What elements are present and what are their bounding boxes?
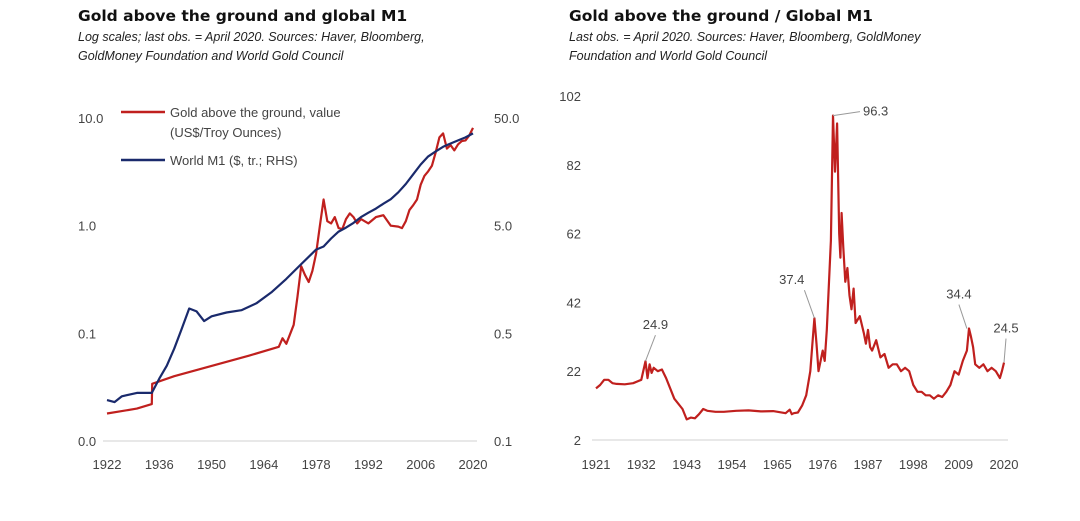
annotation-leader-line	[832, 111, 861, 117]
annotation-leader-line	[958, 304, 968, 329]
world-m1-series-line	[106, 132, 474, 404]
left-subtitle-line-1: Log scales; last obs. = April 2020. Sour…	[78, 30, 425, 44]
right-chart-x-tick-label: 1965	[763, 457, 792, 472]
left-x-tick-label: 1964	[249, 457, 278, 472]
legend-gold-label: Gold above the ground, value	[170, 105, 341, 120]
annotation-leader-line	[1003, 338, 1007, 363]
right-y-tick-label: 50.0	[494, 111, 519, 126]
right-chart-y-tick-label: 62	[567, 227, 581, 242]
left-chart-panel: Gold above the ground and global M1 Log …	[78, 7, 519, 472]
right-chart-y-tick-label: 102	[559, 89, 581, 104]
right-chart-x-tick-label: 1954	[718, 457, 747, 472]
gold-value-series-line	[106, 127, 474, 415]
right-y-tick-label: 5.0	[494, 219, 512, 234]
left-x-tick-label: 1992	[354, 457, 383, 472]
right-chart-x-tick-label: 1998	[899, 457, 928, 472]
right-chart-y-tick-label: 22	[567, 364, 581, 379]
left-subtitle-line-2: GoldMoney Foundation and World Gold Coun…	[78, 49, 344, 63]
right-y-tick-label: 0.5	[494, 326, 512, 341]
left-x-tick-label: 1950	[197, 457, 226, 472]
right-subtitle-line-2: Foundation and World Gold Council	[569, 49, 768, 63]
ratio-series-line	[595, 114, 1006, 421]
annotation-leader-line	[644, 335, 656, 362]
right-subtitle-line-1: Last obs. = April 2020. Sources: Haver, …	[569, 30, 921, 44]
right-chart-x-tick-label: 2020	[990, 457, 1019, 472]
right-chart-x-tick-label: 1921	[582, 457, 611, 472]
right-chart-x-tick-label: 1943	[672, 457, 701, 472]
right-chart-y-tick-label: 2	[574, 433, 581, 448]
legend-m1-label: World M1 ($, tr.; RHS)	[170, 153, 298, 168]
legend-gold-label-line2: (US$/Troy Ounces)	[170, 125, 282, 140]
annotation-label: 24.5	[993, 321, 1018, 336]
annotation-label: 24.9	[643, 317, 668, 332]
left-x-tick-label: 1922	[93, 457, 122, 472]
left-x-tick-label: 1978	[302, 457, 331, 472]
left-y-tick-label: 0.1	[78, 326, 96, 341]
right-chart-y-tick-label: 42	[567, 295, 581, 310]
right-chart-x-tick-label: 1932	[627, 457, 656, 472]
left-y-tick-label: 0.0	[78, 434, 96, 449]
right-chart-x-tick-label: 1987	[854, 457, 883, 472]
left-y-tick-label: 10.0	[78, 111, 103, 126]
left-chart-subtitle: Log scales; last obs. = April 2020. Sour…	[78, 28, 425, 66]
annotation-leader-line	[803, 290, 815, 319]
left-x-tick-label: 2006	[406, 457, 435, 472]
annotation-label: 37.4	[779, 272, 804, 287]
left-y-tick-label: 1.0	[78, 219, 96, 234]
right-chart-panel: Gold above the ground / Global M1 Last o…	[540, 0, 1080, 521]
right-chart-y-tick-label: 82	[567, 158, 581, 173]
left-chart-title: Gold above the ground and global M1	[78, 7, 408, 25]
right-chart-title: Gold above the ground / Global M1	[569, 7, 873, 25]
right-chart-x-tick-label: 2009	[944, 457, 973, 472]
annotation-label: 34.4	[946, 287, 971, 302]
right-y-tick-label: 0.1	[494, 434, 512, 449]
right-chart-x-tick-label: 1976	[808, 457, 837, 472]
left-x-tick-label: 2020	[459, 457, 488, 472]
left-x-tick-label: 1936	[145, 457, 174, 472]
left-chart-svg: 10.0 1.0 0.1 0.0 50.0 5.0 0.5 0.1 1922 1936 1950 19…	[78, 105, 519, 472]
right-chart-subtitle: Last obs. = April 2020. Sources: Haver, …	[569, 28, 920, 66]
annotation-label: 96.3	[863, 104, 888, 119]
